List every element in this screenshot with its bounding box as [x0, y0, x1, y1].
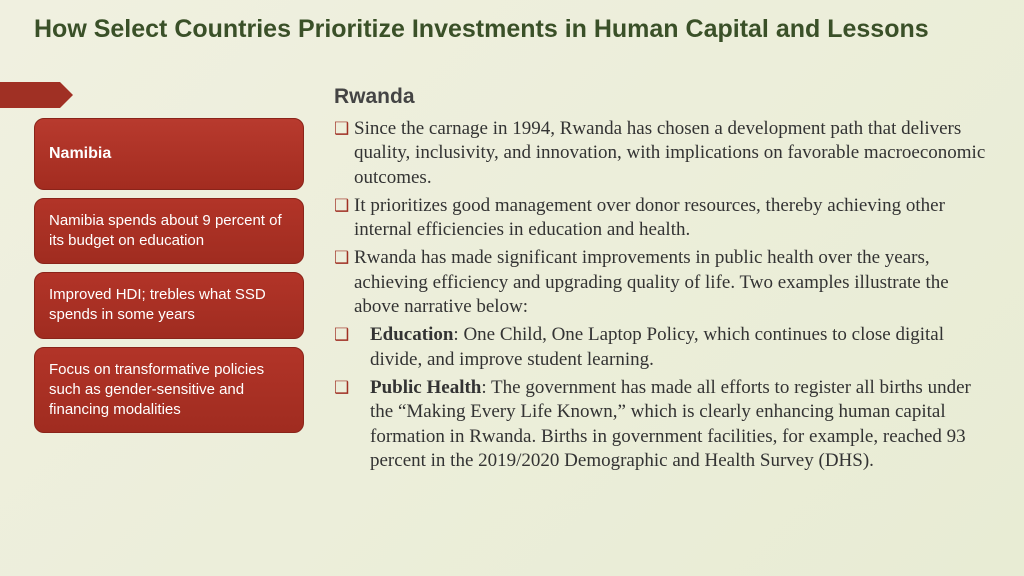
bullet-list: ❑Since the carnage in 1994, Rwanda has c…: [334, 117, 996, 473]
right-column: Rwanda ❑Since the carnage in 1994, Rwand…: [334, 84, 996, 477]
left-column: Namibia Namibia spends about 9 percent o…: [34, 118, 304, 433]
namibia-heading-card: Namibia: [34, 118, 304, 190]
square-bullet-icon: ❑: [334, 117, 352, 190]
bullet-body-text: : One Child, One Laptop Policy, which co…: [370, 324, 944, 369]
namibia-card-3: Focus on transformative policies such as…: [34, 347, 304, 434]
page-title: How Select Countries Prioritize Investme…: [34, 14, 994, 45]
bullet-item: ❑Rwanda has made significant improvement…: [334, 246, 996, 319]
bullet-text: Education: One Child, One Laptop Policy,…: [352, 323, 996, 372]
bullet-item: ❑Education: One Child, One Laptop Policy…: [334, 323, 996, 372]
bullet-item: ❑Since the carnage in 1994, Rwanda has c…: [334, 117, 996, 190]
bullet-bold-label: Education: [370, 324, 453, 345]
square-bullet-icon: ❑: [334, 376, 352, 473]
bullet-item: ❑It prioritizes good management over don…: [334, 194, 996, 243]
bullet-item: ❑Public Health: The government has made …: [334, 376, 996, 473]
square-bullet-icon: ❑: [334, 246, 352, 319]
bullet-text: It prioritizes good management over dono…: [352, 194, 996, 243]
bullet-bold-label: Public Health: [370, 377, 481, 398]
square-bullet-icon: ❑: [334, 323, 352, 372]
namibia-card-2: Improved HDI; trebles what SSD spends in…: [34, 272, 304, 339]
bullet-text: Public Health: The government has made a…: [352, 376, 996, 473]
square-bullet-icon: ❑: [334, 194, 352, 243]
rwanda-heading: Rwanda: [334, 84, 996, 111]
bullet-text: Since the carnage in 1994, Rwanda has ch…: [352, 117, 996, 190]
bullet-text: Rwanda has made significant improvements…: [352, 246, 996, 319]
ribbon-decor: [0, 82, 60, 108]
namibia-card-1: Namibia spends about 9 percent of its bu…: [34, 198, 304, 265]
